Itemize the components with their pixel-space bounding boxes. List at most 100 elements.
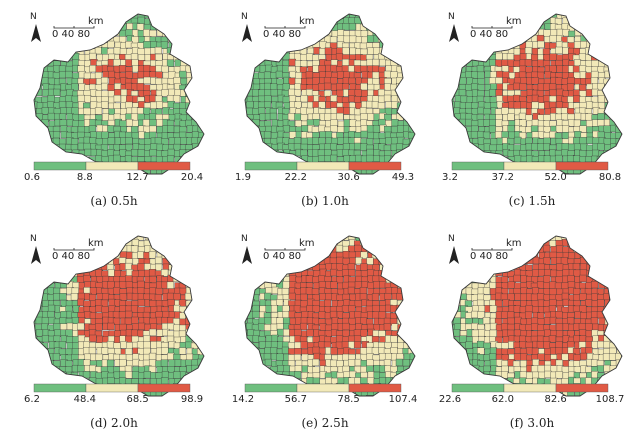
county-region xyxy=(42,245,50,253)
county-region xyxy=(247,125,255,133)
county-region xyxy=(198,120,204,128)
county-region xyxy=(402,54,410,62)
county-region xyxy=(287,342,296,350)
county-region xyxy=(409,53,415,61)
county-region xyxy=(94,36,103,44)
county-region xyxy=(101,347,109,355)
north-arrow-icon xyxy=(31,246,41,264)
county-region xyxy=(253,143,261,151)
county-region xyxy=(329,310,338,319)
county-region xyxy=(149,29,157,38)
county-region xyxy=(408,96,415,104)
county-region xyxy=(414,384,415,392)
county-region xyxy=(137,149,145,157)
county-region xyxy=(34,125,38,133)
county-region xyxy=(602,252,611,260)
county-region xyxy=(609,84,617,92)
county-region xyxy=(590,317,599,325)
county-region xyxy=(615,107,622,115)
county-region xyxy=(155,287,163,296)
county-region xyxy=(476,340,485,349)
county-region xyxy=(277,239,285,247)
county-region xyxy=(197,72,204,80)
county-region xyxy=(354,300,362,308)
county-region xyxy=(408,263,415,271)
county-region xyxy=(59,70,67,79)
county-region xyxy=(476,65,485,73)
county-region xyxy=(35,264,43,272)
county-region xyxy=(245,372,249,380)
county-region xyxy=(42,238,50,246)
county-region xyxy=(137,251,145,259)
county-region xyxy=(197,383,204,391)
county-region xyxy=(609,14,617,20)
county-region xyxy=(312,29,320,37)
county-region xyxy=(460,270,468,278)
county-region xyxy=(191,270,199,278)
county-region xyxy=(621,365,622,373)
county-region xyxy=(247,42,255,50)
county-region xyxy=(253,354,261,362)
county-region xyxy=(265,269,273,277)
county-region xyxy=(71,155,80,163)
county-region xyxy=(465,341,473,349)
county-region xyxy=(591,60,599,68)
county-region xyxy=(489,89,497,97)
county-region xyxy=(258,149,266,157)
county-region xyxy=(408,281,415,289)
county-region xyxy=(150,239,158,248)
county-region xyxy=(155,238,163,247)
county-region xyxy=(580,24,588,32)
county-region xyxy=(306,329,314,337)
county-region xyxy=(452,84,456,92)
county-region xyxy=(414,60,415,68)
county-region xyxy=(196,378,204,386)
county-region xyxy=(341,341,350,349)
county-region xyxy=(574,23,582,31)
county-region xyxy=(608,270,617,278)
county-region xyxy=(609,162,617,170)
county-region xyxy=(34,72,37,80)
county-region xyxy=(452,77,455,85)
county-region xyxy=(72,53,80,61)
county-region xyxy=(258,89,266,97)
county-region xyxy=(621,126,622,134)
county-region xyxy=(615,90,622,98)
county-region xyxy=(453,48,461,56)
map-panel-a: N km 0 40 80 0.6 8.8 12.7 20.4 (a) 0.5h xyxy=(14,4,214,216)
county-region xyxy=(197,144,204,152)
county-region xyxy=(35,65,43,73)
county-region xyxy=(179,318,187,326)
county-region xyxy=(202,90,204,98)
county-region xyxy=(403,251,411,259)
county-region xyxy=(414,162,415,170)
county-region xyxy=(452,71,456,79)
county-region xyxy=(197,149,204,158)
county-region xyxy=(453,18,461,26)
county-region xyxy=(348,305,356,313)
county-region xyxy=(106,359,115,367)
county-region xyxy=(130,53,139,61)
county-region xyxy=(161,269,169,277)
county-region xyxy=(537,40,545,49)
county-region xyxy=(198,335,204,343)
county-region xyxy=(178,35,186,43)
county-region xyxy=(621,35,622,43)
county-region xyxy=(34,365,37,374)
county-region xyxy=(191,18,199,26)
county-region xyxy=(384,155,392,163)
county-region xyxy=(610,66,618,74)
county-region xyxy=(53,371,61,379)
county-region xyxy=(108,305,116,313)
county-region xyxy=(530,293,539,301)
county-region xyxy=(591,258,600,266)
county-region xyxy=(190,90,199,98)
county-region xyxy=(532,269,540,277)
county-region xyxy=(489,282,497,290)
county-region xyxy=(580,312,588,320)
county-region xyxy=(414,156,415,164)
county-region xyxy=(470,42,479,50)
county-region xyxy=(513,82,521,90)
county-region xyxy=(48,263,56,271)
county-region xyxy=(198,108,204,116)
